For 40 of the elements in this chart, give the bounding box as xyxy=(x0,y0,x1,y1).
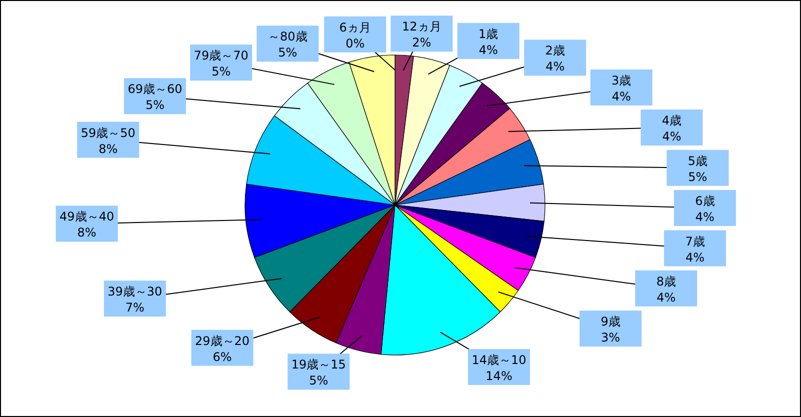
data-label: 2% xyxy=(412,36,432,50)
data-label: 4% xyxy=(546,60,565,74)
data-label: 7% xyxy=(125,300,144,315)
slice-label: 1歳 xyxy=(478,26,498,41)
data-label: 4% xyxy=(478,42,498,57)
data-label: 4% xyxy=(662,129,682,144)
slice-label: 8歳 xyxy=(656,274,676,288)
data-label: 5% xyxy=(212,64,231,79)
slice-label: ～80歳 xyxy=(268,30,308,44)
slice-label: 6歳 xyxy=(695,194,715,208)
data-label: 5% xyxy=(309,374,328,388)
data-label: 4% xyxy=(612,89,631,104)
category-label: 6ヵ月 xyxy=(339,20,371,34)
slice-label: 7歳 xyxy=(685,234,705,248)
data-label: 4% xyxy=(695,210,714,224)
slice-label: 9歳 xyxy=(600,314,620,329)
data-label: 5% xyxy=(145,98,164,112)
data-label: 8% xyxy=(98,142,118,156)
slice-label: 69歳～60 xyxy=(128,82,182,96)
data-label: 5% xyxy=(688,170,708,184)
data-label: 6% xyxy=(212,350,232,364)
slice-label: 29歳～20 xyxy=(195,334,250,348)
slice-label: 59歳～50 xyxy=(80,126,136,140)
slice-label: 19歳～15 xyxy=(291,358,346,372)
slice-label: 14歳～10 xyxy=(472,353,526,368)
data-label: 3% xyxy=(601,330,620,345)
data-label: 4% xyxy=(686,250,705,264)
data-label: 8% xyxy=(77,226,96,240)
slice-label: 4歳 xyxy=(662,113,682,128)
slice-label: 2歳 xyxy=(545,44,565,58)
slice-label: 12ヵ月 xyxy=(402,20,442,34)
slice-label: 49歳～40 xyxy=(60,210,114,224)
data-label: 14% xyxy=(486,369,512,384)
data-label: 4% xyxy=(656,290,676,304)
text: 0% xyxy=(346,36,365,50)
slice-label: 3歳 xyxy=(612,73,632,88)
data-label: 5% xyxy=(278,46,298,60)
slice-label: 5歳 xyxy=(688,154,708,168)
slice-label: 79歳～70 xyxy=(194,48,248,63)
slice-label: 39歳～30 xyxy=(108,284,162,299)
